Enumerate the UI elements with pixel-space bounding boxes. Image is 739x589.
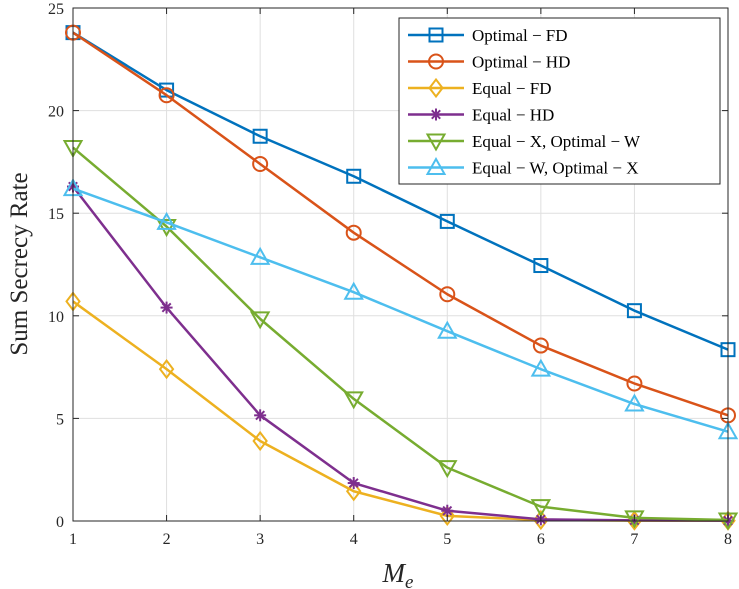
data-point — [252, 155, 269, 172]
data-point — [532, 337, 549, 354]
data-point — [343, 391, 364, 410]
legend-entry: Equal − X, Optimal − W — [408, 132, 641, 152]
ticks — [72, 7, 729, 522]
data-point — [254, 409, 267, 422]
x-tick-label: 1 — [69, 531, 77, 548]
legend-entry: Equal − FD — [408, 77, 551, 99]
legend-entry: Equal − W, Optimal − X — [408, 156, 639, 178]
data-point — [437, 320, 458, 339]
data-point — [439, 505, 456, 527]
data-point — [626, 303, 642, 319]
data-point — [345, 224, 362, 241]
legend-marker — [428, 77, 444, 99]
data-point — [437, 460, 458, 479]
legend-marker — [428, 53, 444, 70]
legend-entries: Optimal − FD Optimal − HD Equal − FD Equal … — [408, 26, 641, 178]
series-line — [72, 185, 729, 522]
y-tick-label: 25 — [48, 1, 64, 18]
x-axis-title: Me — [382, 558, 414, 589]
legend-box — [398, 17, 721, 185]
y-tick-label: 20 — [48, 104, 64, 121]
data-point — [530, 499, 552, 518]
x-axis-title-sub: e — [405, 572, 413, 589]
legend-label: Equal − X, Optimal − W — [472, 132, 641, 151]
data-point — [156, 219, 177, 238]
x-tick-label: 6 — [537, 531, 545, 548]
data-point — [249, 246, 271, 265]
data-point — [626, 375, 643, 392]
legend-entry: Equal − HD — [408, 106, 554, 125]
series-line — [72, 146, 729, 522]
data-point — [343, 281, 364, 300]
data-point — [533, 258, 549, 274]
x-axis-title-main: M — [382, 558, 407, 588]
data-point — [441, 504, 454, 517]
x-tick-label: 4 — [350, 531, 358, 548]
series-line — [72, 31, 729, 417]
x-tick-label: 2 — [163, 531, 171, 548]
legend: Optimal − FD Optimal − HD Equal − FD Equal … — [398, 17, 721, 185]
data-point — [347, 477, 360, 490]
series-layer — [62, 24, 739, 531]
y-tick-label: 0 — [56, 514, 64, 531]
data-point — [439, 213, 455, 229]
data-point — [249, 311, 271, 330]
data-point — [439, 286, 456, 303]
data-point — [160, 301, 173, 314]
plot-frame — [72, 7, 729, 522]
data-point — [345, 481, 362, 502]
data-point — [346, 168, 362, 184]
x-tick-label: 8 — [724, 531, 732, 548]
y-tick-labels: 0 5 10 15 20 25 — [48, 1, 64, 531]
legend-label: Equal − W, Optimal − X — [472, 159, 639, 178]
legend-label: Optimal − FD — [472, 26, 568, 45]
legend-marker — [428, 27, 444, 43]
data-point — [624, 510, 645, 529]
series-line — [72, 31, 729, 351]
y-axis-title: Sum Secrecy Rate — [6, 172, 33, 355]
data-point — [533, 509, 549, 531]
x-tick-labels: 1 2 3 4 5 6 7 8 — [69, 531, 732, 548]
data-point — [530, 358, 552, 377]
legend-marker — [430, 108, 442, 121]
legend-label: Equal − FD — [472, 79, 551, 98]
series-6 — [62, 178, 739, 440]
legend-marker — [425, 133, 447, 152]
data-point — [624, 393, 645, 412]
legend-entry: Optimal − HD — [408, 53, 570, 72]
data-point — [158, 359, 175, 380]
x-tick-label: 5 — [443, 531, 451, 548]
x-tick-label: 3 — [256, 531, 264, 548]
data-point — [158, 87, 175, 104]
y-tick-label: 10 — [48, 309, 64, 326]
legend-label: Equal − HD — [472, 106, 554, 125]
legend-marker — [425, 156, 447, 175]
y-tick-label: 15 — [48, 206, 64, 223]
y-tick-label: 5 — [56, 411, 64, 428]
series-line — [72, 187, 729, 433]
legend-entry: Optimal − FD — [408, 26, 568, 45]
data-point — [252, 430, 268, 452]
x-tick-label: 7 — [630, 531, 638, 548]
data-point — [252, 128, 268, 144]
data-point — [156, 211, 177, 230]
legend-label: Optimal − HD — [472, 53, 570, 72]
